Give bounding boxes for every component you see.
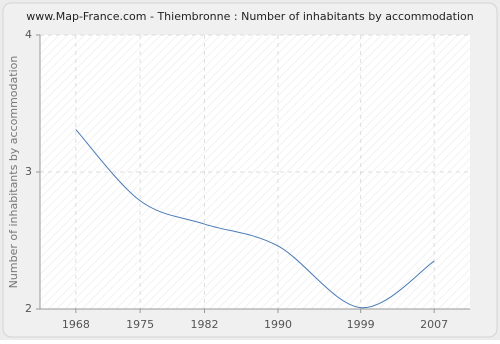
y-axis-label: Number of inhabitants by accommodation: [7, 56, 20, 289]
x-tick-label: 1968: [62, 318, 90, 331]
x-tick-label: 1975: [126, 318, 154, 331]
plot: 2 3 4 1968 1975 1982 1990 1999 2007: [25, 28, 470, 331]
line: [75, 129, 435, 309]
y-tick-label: 3: [25, 165, 32, 178]
x-tick-label: 2007: [420, 318, 448, 331]
y-tick-label: 4: [25, 28, 32, 41]
x-tick-label: 1990: [264, 318, 292, 331]
x-tick-label: 1982: [190, 318, 218, 331]
y-tick-label: 2: [25, 302, 32, 315]
x-tick-label: 1999: [347, 318, 375, 331]
chart-title: www.Map-France.com - Thiembronne : Numbe…: [26, 10, 473, 23]
